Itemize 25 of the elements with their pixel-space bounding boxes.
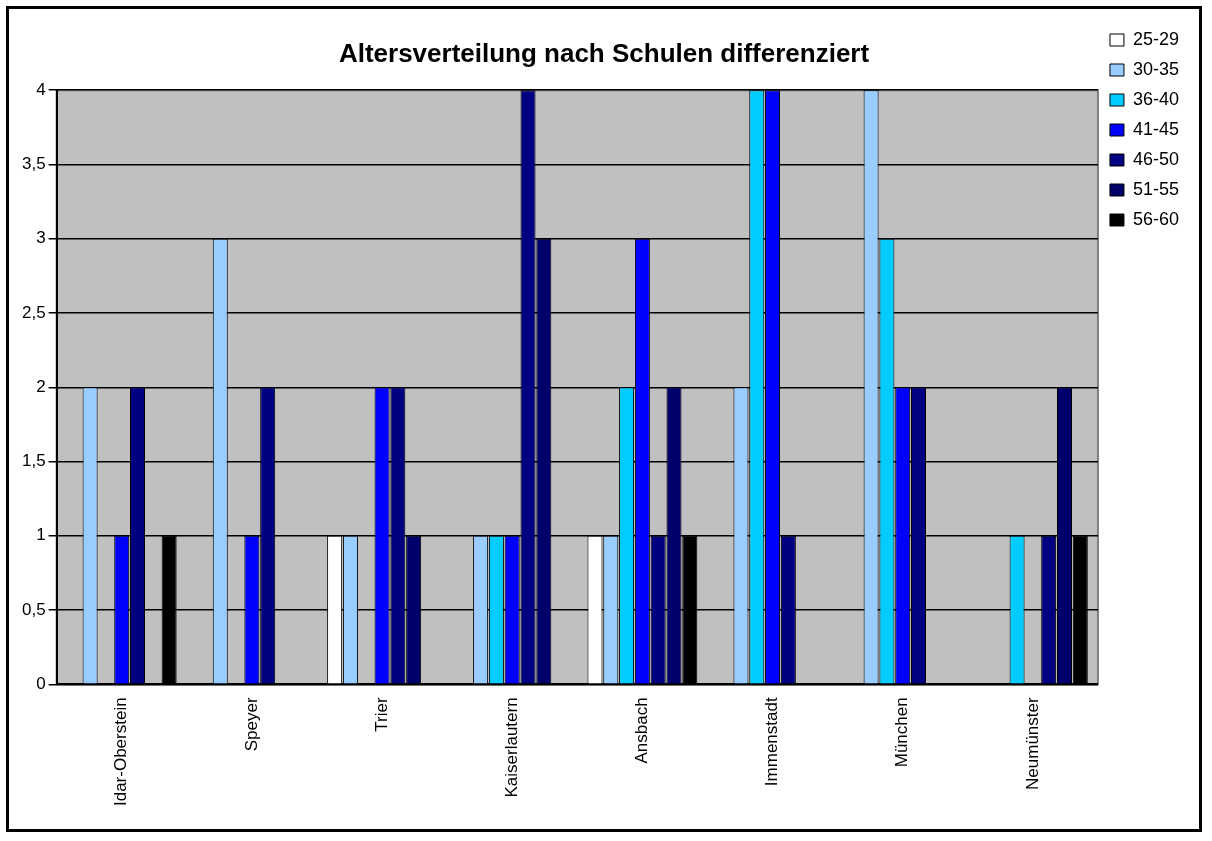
legend-label: 46-50	[1132, 148, 1180, 169]
y-tick-label: 3,5	[21, 154, 46, 174]
x-tick-label: München	[892, 697, 912, 768]
x-tick-label: Immenstadt	[762, 697, 782, 787]
legend-label: 56-60	[1132, 208, 1180, 229]
legend-label: 30-35	[1132, 58, 1180, 79]
legend-label: 25-29	[1132, 28, 1180, 49]
y-tick-label: 1,5	[21, 451, 46, 471]
y-tick-label: 2,5	[21, 302, 46, 322]
x-tick-label: Kaiserlautern	[501, 697, 521, 798]
x-tick-label: Neumünster	[1022, 697, 1042, 790]
y-tick-label: 0	[36, 674, 46, 694]
y-tick-label: 3	[36, 228, 46, 248]
x-tick-label: Ansbach	[632, 697, 652, 764]
legend-label: 36-40	[1132, 88, 1180, 109]
y-tick-label: 0,5	[21, 599, 46, 619]
chart-title: Altersverteilung nach Schulen differenziert	[338, 37, 870, 68]
legend-label: 41-45	[1132, 118, 1180, 139]
x-tick-label: Speyer	[241, 697, 261, 752]
x-tick-label: Idar-Oberstein	[111, 697, 131, 807]
legend-label: 51-55	[1132, 178, 1180, 199]
y-tick-label: 4	[36, 79, 46, 99]
y-tick-label: 2	[36, 376, 46, 396]
y-tick-label: 1	[36, 525, 46, 545]
x-tick-label: Trier	[371, 697, 391, 732]
